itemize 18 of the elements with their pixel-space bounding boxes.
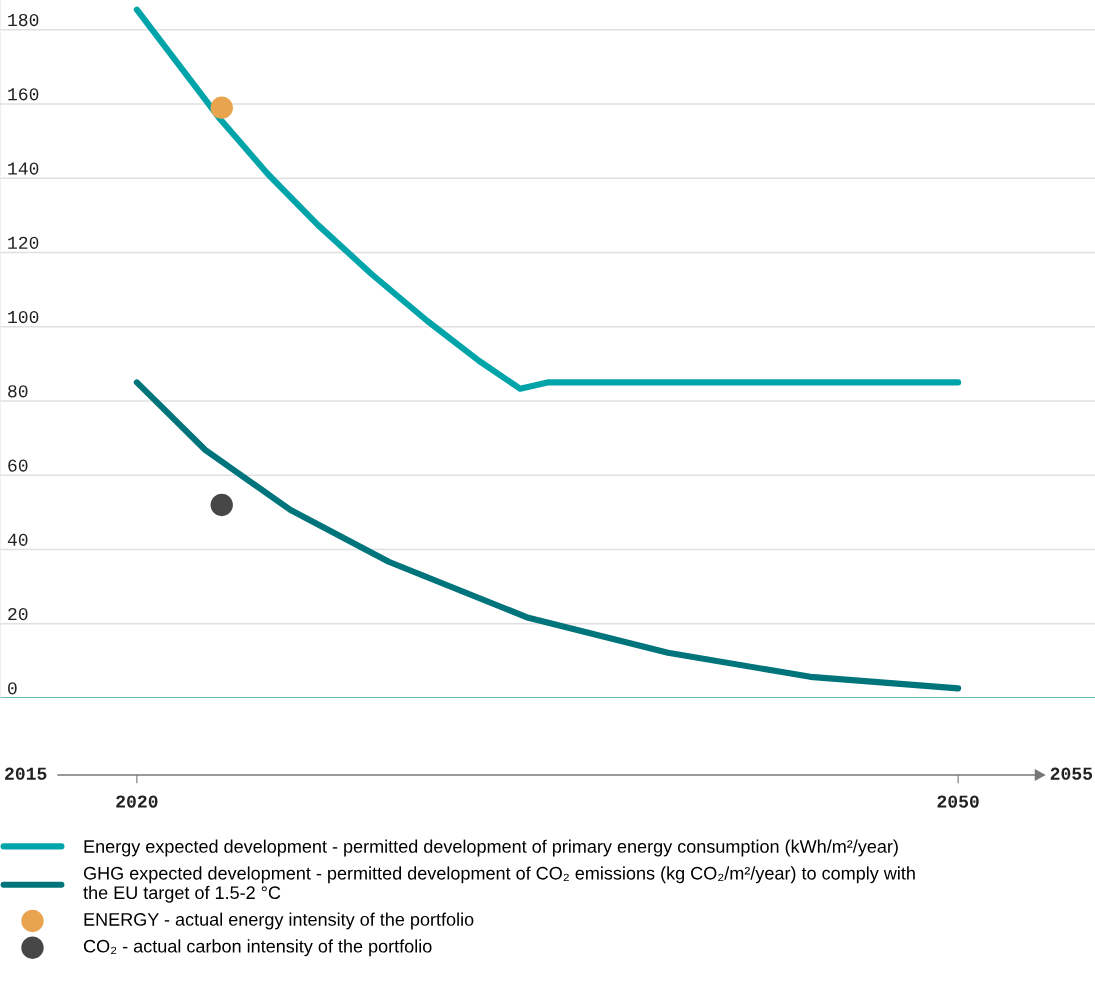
- y-tick-label: 0: [8, 682, 17, 695]
- y-tick-label: 40: [7, 533, 28, 546]
- legend-label: Energy expected development - permitted development of primary energy consumption (kWh/m²/year): [84, 839, 898, 857]
- legend-label: GHG expected development - permitted development of CO₂ emissions (kg CO₂/m²/year) to comply with the EU target of 1.5-2 °C: [83, 866, 915, 903]
- y-tick-label: 140: [8, 162, 39, 175]
- text: 2015: [5, 767, 47, 780]
- text: 2055: [1050, 767, 1093, 780]
- y-tick-label: 80: [8, 385, 28, 398]
- y-tick-label: 20: [8, 607, 28, 621]
- y-tick-label: 180: [8, 13, 39, 27]
- y-tick-label: 60: [8, 459, 28, 472]
- y-tick-label: 100: [8, 310, 39, 324]
- legend-label: CO₂ - actual carbon intensity of the portfolio: [83, 939, 432, 957]
- y-tick-label: 160: [8, 88, 39, 101]
- y-tick-label: 120: [8, 236, 39, 249]
- legend-label: ENERGY - actual energy intensity of the portfolio: [84, 912, 474, 930]
- x-tick-label: 2050: [937, 795, 979, 808]
- x-tick-label: 2020: [116, 795, 158, 808]
